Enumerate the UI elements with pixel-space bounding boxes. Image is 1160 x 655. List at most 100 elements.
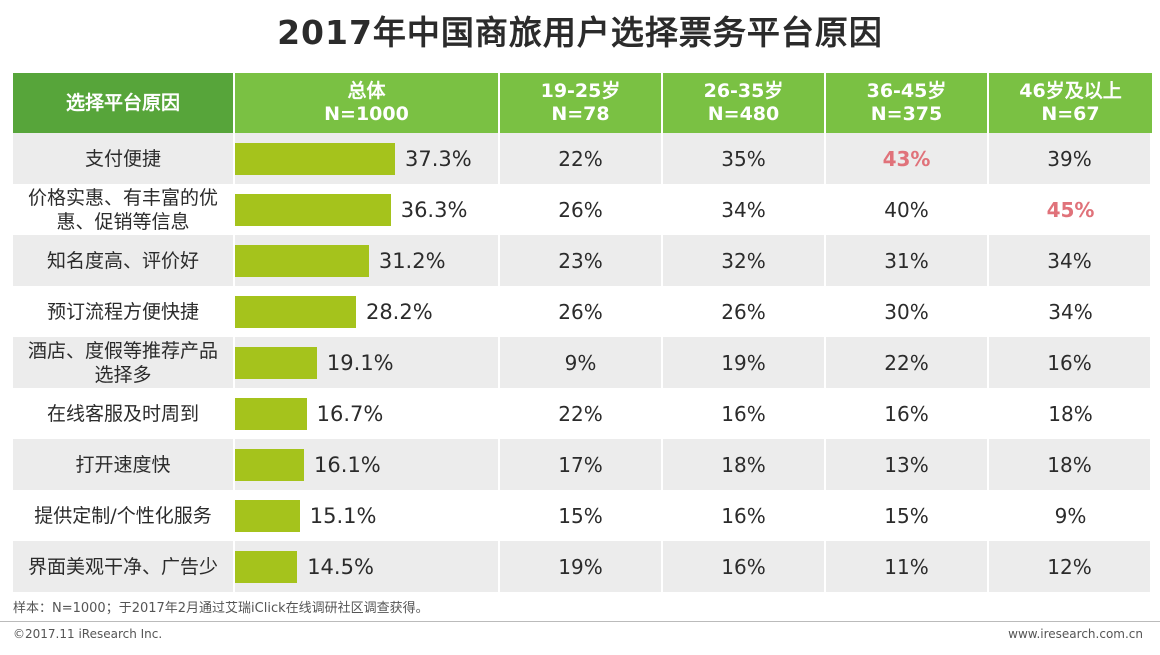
header-age-36-45-line1: 36-45岁 [866, 80, 947, 102]
age-value-cell: 43% [826, 133, 989, 184]
total-bar-label: 36.3% [400, 197, 468, 222]
reason-cell: 知名度高、评价好 [13, 235, 235, 286]
reason-text: 界面美观干净、广告少 [27, 555, 218, 578]
age-value: 16% [884, 401, 929, 426]
age-value: 26% [558, 197, 603, 222]
reason-cell: 酒店、度假等推荐产品 选择多 [13, 337, 235, 388]
age-value-cell: 40% [826, 184, 989, 235]
age-value: 13% [884, 452, 929, 477]
copyright: ©2017.11 iResearch Inc. [13, 627, 163, 641]
age-value-cell: 30% [826, 286, 989, 337]
age-value-cell: 16% [663, 388, 826, 439]
total-bar [235, 499, 300, 532]
header-age-26-35-line1: 26-35岁 [703, 80, 784, 102]
reason-text: 惠、促销等信息 [56, 210, 190, 233]
age-value-cell: 9% [500, 337, 663, 388]
reason-text: 酒店、度假等推荐产品 [27, 339, 218, 362]
total-bar-label: 15.1% [309, 503, 377, 528]
total-cell: 37.3% [235, 133, 500, 184]
highlighted-value: 45% [1046, 197, 1095, 222]
age-value: 19% [558, 554, 603, 579]
age-value-cell: 15% [826, 490, 989, 541]
age-value-cell: 45% [989, 184, 1152, 235]
total-cell: 14.5% [235, 541, 500, 592]
age-value: 16% [721, 503, 766, 528]
age-value-cell: 17% [500, 439, 663, 490]
age-value: 23% [558, 248, 603, 273]
header-age-46-plus: 46岁及以上 N=67 [989, 73, 1152, 133]
total-bar-label: 16.7% [316, 401, 384, 426]
age-value-cell: 16% [663, 490, 826, 541]
age-value: 18% [721, 452, 766, 477]
age-value: 26% [721, 299, 766, 324]
age-value-cell: 31% [826, 235, 989, 286]
sample-note: 样本：N=1000；于2017年2月通过艾瑞iClick在线调研社区调查获得。 [13, 601, 429, 616]
age-value-cell: 34% [989, 235, 1152, 286]
header-age-19-25-line1: 19-25岁 [540, 80, 621, 102]
age-value: 9% [564, 350, 597, 375]
reason-text: 预订流程方便快捷 [46, 300, 199, 323]
age-value: 39% [1047, 146, 1092, 171]
header-age-46-plus-line2: N=67 [1041, 103, 1100, 125]
age-value: 34% [1048, 299, 1093, 324]
age-value-cell: 19% [500, 541, 663, 592]
reason-text: 知名度高、评价好 [46, 249, 199, 272]
age-value: 35% [721, 146, 766, 171]
table-row: 界面美观干净、广告少 14.5% 19% 16% 11% 12% [13, 541, 1152, 592]
reason-cell: 预订流程方便快捷 [13, 286, 235, 337]
age-value: 11% [884, 554, 929, 579]
reason-text: 选择多 [94, 363, 152, 386]
header-age-36-45: 36-45岁 N=375 [826, 73, 989, 133]
header-age-26-35-line2: N=480 [707, 103, 780, 125]
header-reason: 选择平台原因 [13, 73, 235, 133]
age-value-cell: 39% [989, 133, 1152, 184]
reason-cell: 打开速度快 [13, 439, 235, 490]
header-total: 总体 N=1000 [235, 73, 500, 133]
table-row: 在线客服及时周到 16.7% 22% 16% 16% 18% [13, 388, 1152, 439]
reason-text: 提供定制/个性化服务 [34, 504, 212, 527]
total-bar [235, 550, 298, 583]
table-row: 知名度高、评价好 31.2% 23% 32% 31% 34% [13, 235, 1152, 286]
age-value-cell: 32% [663, 235, 826, 286]
age-value-cell: 22% [500, 388, 663, 439]
reason-text: 支付便捷 [84, 147, 161, 170]
header-age-26-35: 26-35岁 N=480 [663, 73, 826, 133]
total-cell: 36.3% [235, 184, 500, 235]
table-row: 提供定制/个性化服务 15.1% 15% 16% 15% 9% [13, 490, 1152, 541]
total-bar [235, 142, 395, 175]
header-age-46-plus-line1: 46岁及以上 [1019, 80, 1122, 102]
age-value: 30% [884, 299, 929, 324]
website: www.iresearch.com.cn [1008, 627, 1143, 641]
total-cell: 31.2% [235, 235, 500, 286]
reason-text: 价格实惠、有丰富的优 [27, 186, 218, 209]
total-bar [235, 295, 356, 328]
age-value: 34% [721, 197, 766, 222]
age-value: 22% [558, 401, 603, 426]
total-bar-label: 14.5% [307, 554, 374, 579]
age-value-cell: 35% [663, 133, 826, 184]
age-value: 22% [884, 350, 929, 375]
reason-cell: 支付便捷 [13, 133, 235, 184]
reason-cell: 价格实惠、有丰富的优 惠、促销等信息 [13, 184, 235, 235]
age-value-cell: 13% [826, 439, 989, 490]
table-row: 打开速度快 16.1% 17% 18% 13% 18% [13, 439, 1152, 490]
age-value: 40% [884, 197, 929, 222]
table-body: 支付便捷 37.3% 22% 35% 43% 39% 价格实惠、有丰富的优 惠、促销等信息 36… [13, 133, 1152, 592]
age-value: 15% [884, 503, 929, 528]
total-cell: 16.7% [235, 388, 500, 439]
age-value: 26% [558, 299, 603, 324]
table-row: 支付便捷 37.3% 22% 35% 43% 39% [13, 133, 1152, 184]
chart-title: 2017年中国商旅用户选择票务平台原因 [277, 13, 883, 52]
age-value: 18% [1047, 452, 1092, 477]
age-value-cell: 19% [663, 337, 826, 388]
total-bar-label: 16.1% [314, 452, 381, 477]
total-bar-label: 37.3% [405, 146, 472, 171]
age-value-cell: 15% [500, 490, 663, 541]
age-value-cell: 34% [989, 286, 1152, 337]
footer-divider [0, 621, 1160, 622]
age-value: 16% [721, 554, 766, 579]
total-bar [235, 346, 317, 379]
age-value-cell: 12% [989, 541, 1152, 592]
highlighted-value: 43% [882, 146, 931, 171]
reason-text: 打开速度快 [75, 453, 171, 476]
